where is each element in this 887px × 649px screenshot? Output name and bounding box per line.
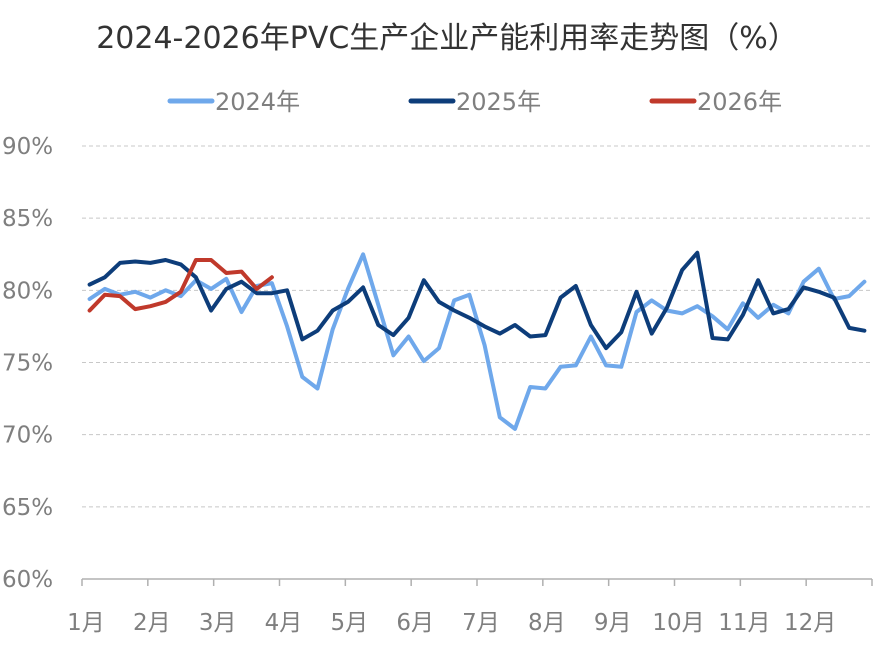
series-lines (87, 250, 867, 431)
x-tick-label: 3月 (199, 610, 237, 636)
x-tick-label: 9月 (594, 610, 632, 636)
series-line-2025年 (87, 250, 867, 351)
x-tick-label: 12月 (784, 610, 836, 636)
chart-legend: 2024年 2025年 2026年 (167, 88, 782, 116)
x-tick-label: 5月 (331, 610, 369, 636)
y-tick-label: 80% (2, 278, 53, 304)
chart-title: 2024-2026年PVC生产企业产能利用率走势图（%） (96, 21, 798, 56)
y-tick-label: 85% (2, 206, 53, 232)
x-tick-label: 6月 (396, 610, 434, 636)
x-tick-label: 4月 (265, 610, 303, 636)
series-line-2024年 (87, 252, 867, 431)
legend-item-2024: 2024年 (167, 88, 300, 116)
legend-label-2026: 2026年 (697, 88, 782, 116)
series-line-2026年 (87, 258, 274, 313)
x-tick-label: 8月 (528, 610, 566, 636)
y-tick-label: 65% (2, 495, 53, 521)
legend-label-2025: 2025年 (456, 88, 541, 116)
x-axis: 1月 2月 3月 4月 5月 6月 7月 8月 9月 10月 11月 12月 (67, 578, 873, 636)
y-tick-label: 60% (2, 567, 53, 593)
y-axis: 60% 65% 70% 75% 80% 85% 90% (2, 134, 53, 593)
y-tick-label: 75% (2, 351, 53, 377)
x-tick-label: 2月 (133, 610, 171, 636)
legend-item-2026: 2026年 (649, 88, 782, 116)
x-tick-label: 1月 (67, 610, 105, 636)
legend-label-2024: 2024年 (215, 88, 300, 116)
gridlines (82, 145, 872, 508)
x-tick-label: 11月 (718, 610, 770, 636)
y-tick-label: 90% (2, 134, 53, 160)
x-tick-label: 10月 (652, 610, 704, 636)
y-tick-label: 70% (2, 423, 53, 449)
x-tick-label: 7月 (462, 610, 500, 636)
legend-item-2025: 2025年 (408, 88, 541, 116)
